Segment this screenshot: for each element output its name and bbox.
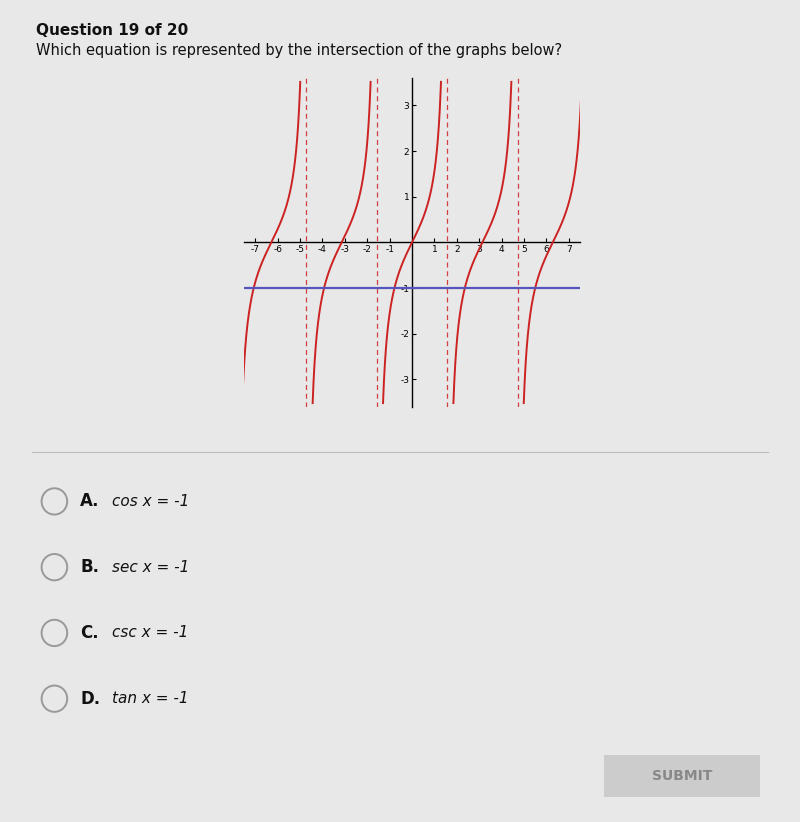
Text: tan x = -1: tan x = -1 — [112, 691, 189, 706]
Text: C.: C. — [80, 624, 98, 642]
Text: Which equation is represented by the intersection of the graphs below?: Which equation is represented by the int… — [36, 43, 562, 58]
Text: A.: A. — [80, 492, 99, 510]
Text: sec x = -1: sec x = -1 — [112, 560, 190, 575]
Text: B.: B. — [80, 558, 99, 576]
Text: Question 19 of 20: Question 19 of 20 — [36, 23, 188, 38]
Text: D.: D. — [80, 690, 100, 708]
Text: cos x = -1: cos x = -1 — [112, 494, 190, 509]
Text: csc x = -1: csc x = -1 — [112, 626, 188, 640]
Text: SUBMIT: SUBMIT — [652, 769, 712, 783]
